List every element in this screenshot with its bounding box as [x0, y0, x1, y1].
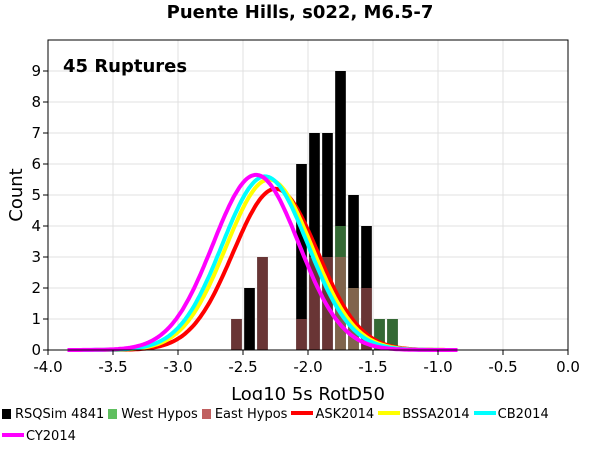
legend-swatch: [2, 409, 11, 419]
east-hypos-bar: [309, 257, 320, 350]
legend-item-bssa2014: BSSA2014: [378, 404, 470, 426]
legend-label: BSSA2014: [402, 407, 470, 422]
y-tick-label: 0: [31, 341, 41, 359]
rsqsim-4841-bar: [322, 133, 333, 350]
y-tick-label: 2: [31, 279, 41, 297]
rupture-count-annotation: 45 Ruptures: [63, 56, 187, 77]
y-tick-label: 5: [31, 186, 41, 204]
y-tick-label: 8: [31, 93, 41, 111]
east-hypos-bar: [296, 319, 307, 350]
x-axis-ticks: -4.0 -3.5 -3.0 -2.5 -2.0 -1.5 -1.0 -0.5 0.0: [33, 350, 580, 376]
legend: RSQSim 4841 West Hypos East Hypos ASK2014 BS…: [2, 404, 598, 448]
legend-swatch: [473, 411, 496, 415]
legend-item-rsqsim-4841: RSQSim 4841: [2, 404, 104, 426]
legend-item-cb2014: CB2014: [473, 404, 549, 426]
legend-swatch: [291, 411, 314, 415]
plot-area: -4.0 -3.5 -3.0 -2.5 -2.0 -1.5 -1.0 -0.5 0.0 0 1 2 3…: [6, 39, 580, 400]
x-tick-label: -2.5: [228, 358, 257, 376]
x-axis-label: Log10 5s RotD50: [231, 384, 385, 400]
y-axis-label: Count: [6, 168, 27, 221]
x-tick-label: 0.0: [556, 358, 580, 376]
x-tick-label: -1.0: [423, 358, 452, 376]
x-tick-label: -3.5: [98, 358, 127, 376]
legend-item-cy2014: CY2014: [2, 426, 76, 448]
y-axis-ticks: 0 1 2 3 4 5 6 7 8 9: [31, 62, 48, 359]
rsqsim-4841-bar: [348, 195, 359, 350]
y-tick-label: 9: [31, 62, 41, 80]
grid-lines: [47, 40, 569, 351]
chart-title: Puente Hills, s022, M6.5-7: [166, 2, 434, 23]
x-tick-label: -3.0: [163, 358, 192, 376]
x-tick-label: -2.0: [293, 358, 322, 376]
east-hypos-bar: [361, 288, 372, 350]
rsqsim-4841-bar: [296, 164, 307, 350]
rsqsim-4841-bar: [244, 288, 255, 350]
legend-item-east-hypos: East Hypos: [201, 404, 288, 426]
west-hypos-bar: [374, 319, 385, 350]
gmpe-curves: [67, 172, 458, 352]
legend-item-west-hypos: West Hypos: [108, 404, 198, 426]
legend-label: West Hypos: [121, 407, 198, 422]
legend-label: RSQSim 4841: [15, 407, 105, 422]
legend-item-ask2014: ASK2014: [291, 404, 374, 426]
legend-label: CY2014: [26, 429, 76, 444]
west-hypos-bar: [387, 319, 398, 350]
y-tick-label: 1: [31, 310, 41, 328]
x-tick-label: -4.0: [33, 358, 62, 376]
y-tick-label: 6: [31, 155, 41, 173]
east-hypos-bar: [257, 257, 268, 350]
legend-swatch: [201, 409, 211, 419]
y-tick-label: 7: [31, 124, 41, 142]
rsqsim-4841-bar: [335, 71, 346, 350]
legend-label: ASK2014: [315, 407, 375, 422]
east-hypos-bar: [231, 319, 242, 350]
legend-swatch: [378, 411, 401, 415]
y-tick-label: 3: [31, 248, 41, 266]
x-tick-label: -0.5: [488, 358, 517, 376]
x-tick-label: -1.5: [358, 358, 387, 376]
legend-swatch: [2, 433, 24, 437]
y-tick-label: 4: [31, 217, 41, 235]
cy2014-curve: [67, 172, 458, 352]
legend-label: East Hypos: [214, 407, 288, 422]
legend-label: CB2014: [497, 407, 549, 422]
legend-swatch: [108, 409, 118, 419]
